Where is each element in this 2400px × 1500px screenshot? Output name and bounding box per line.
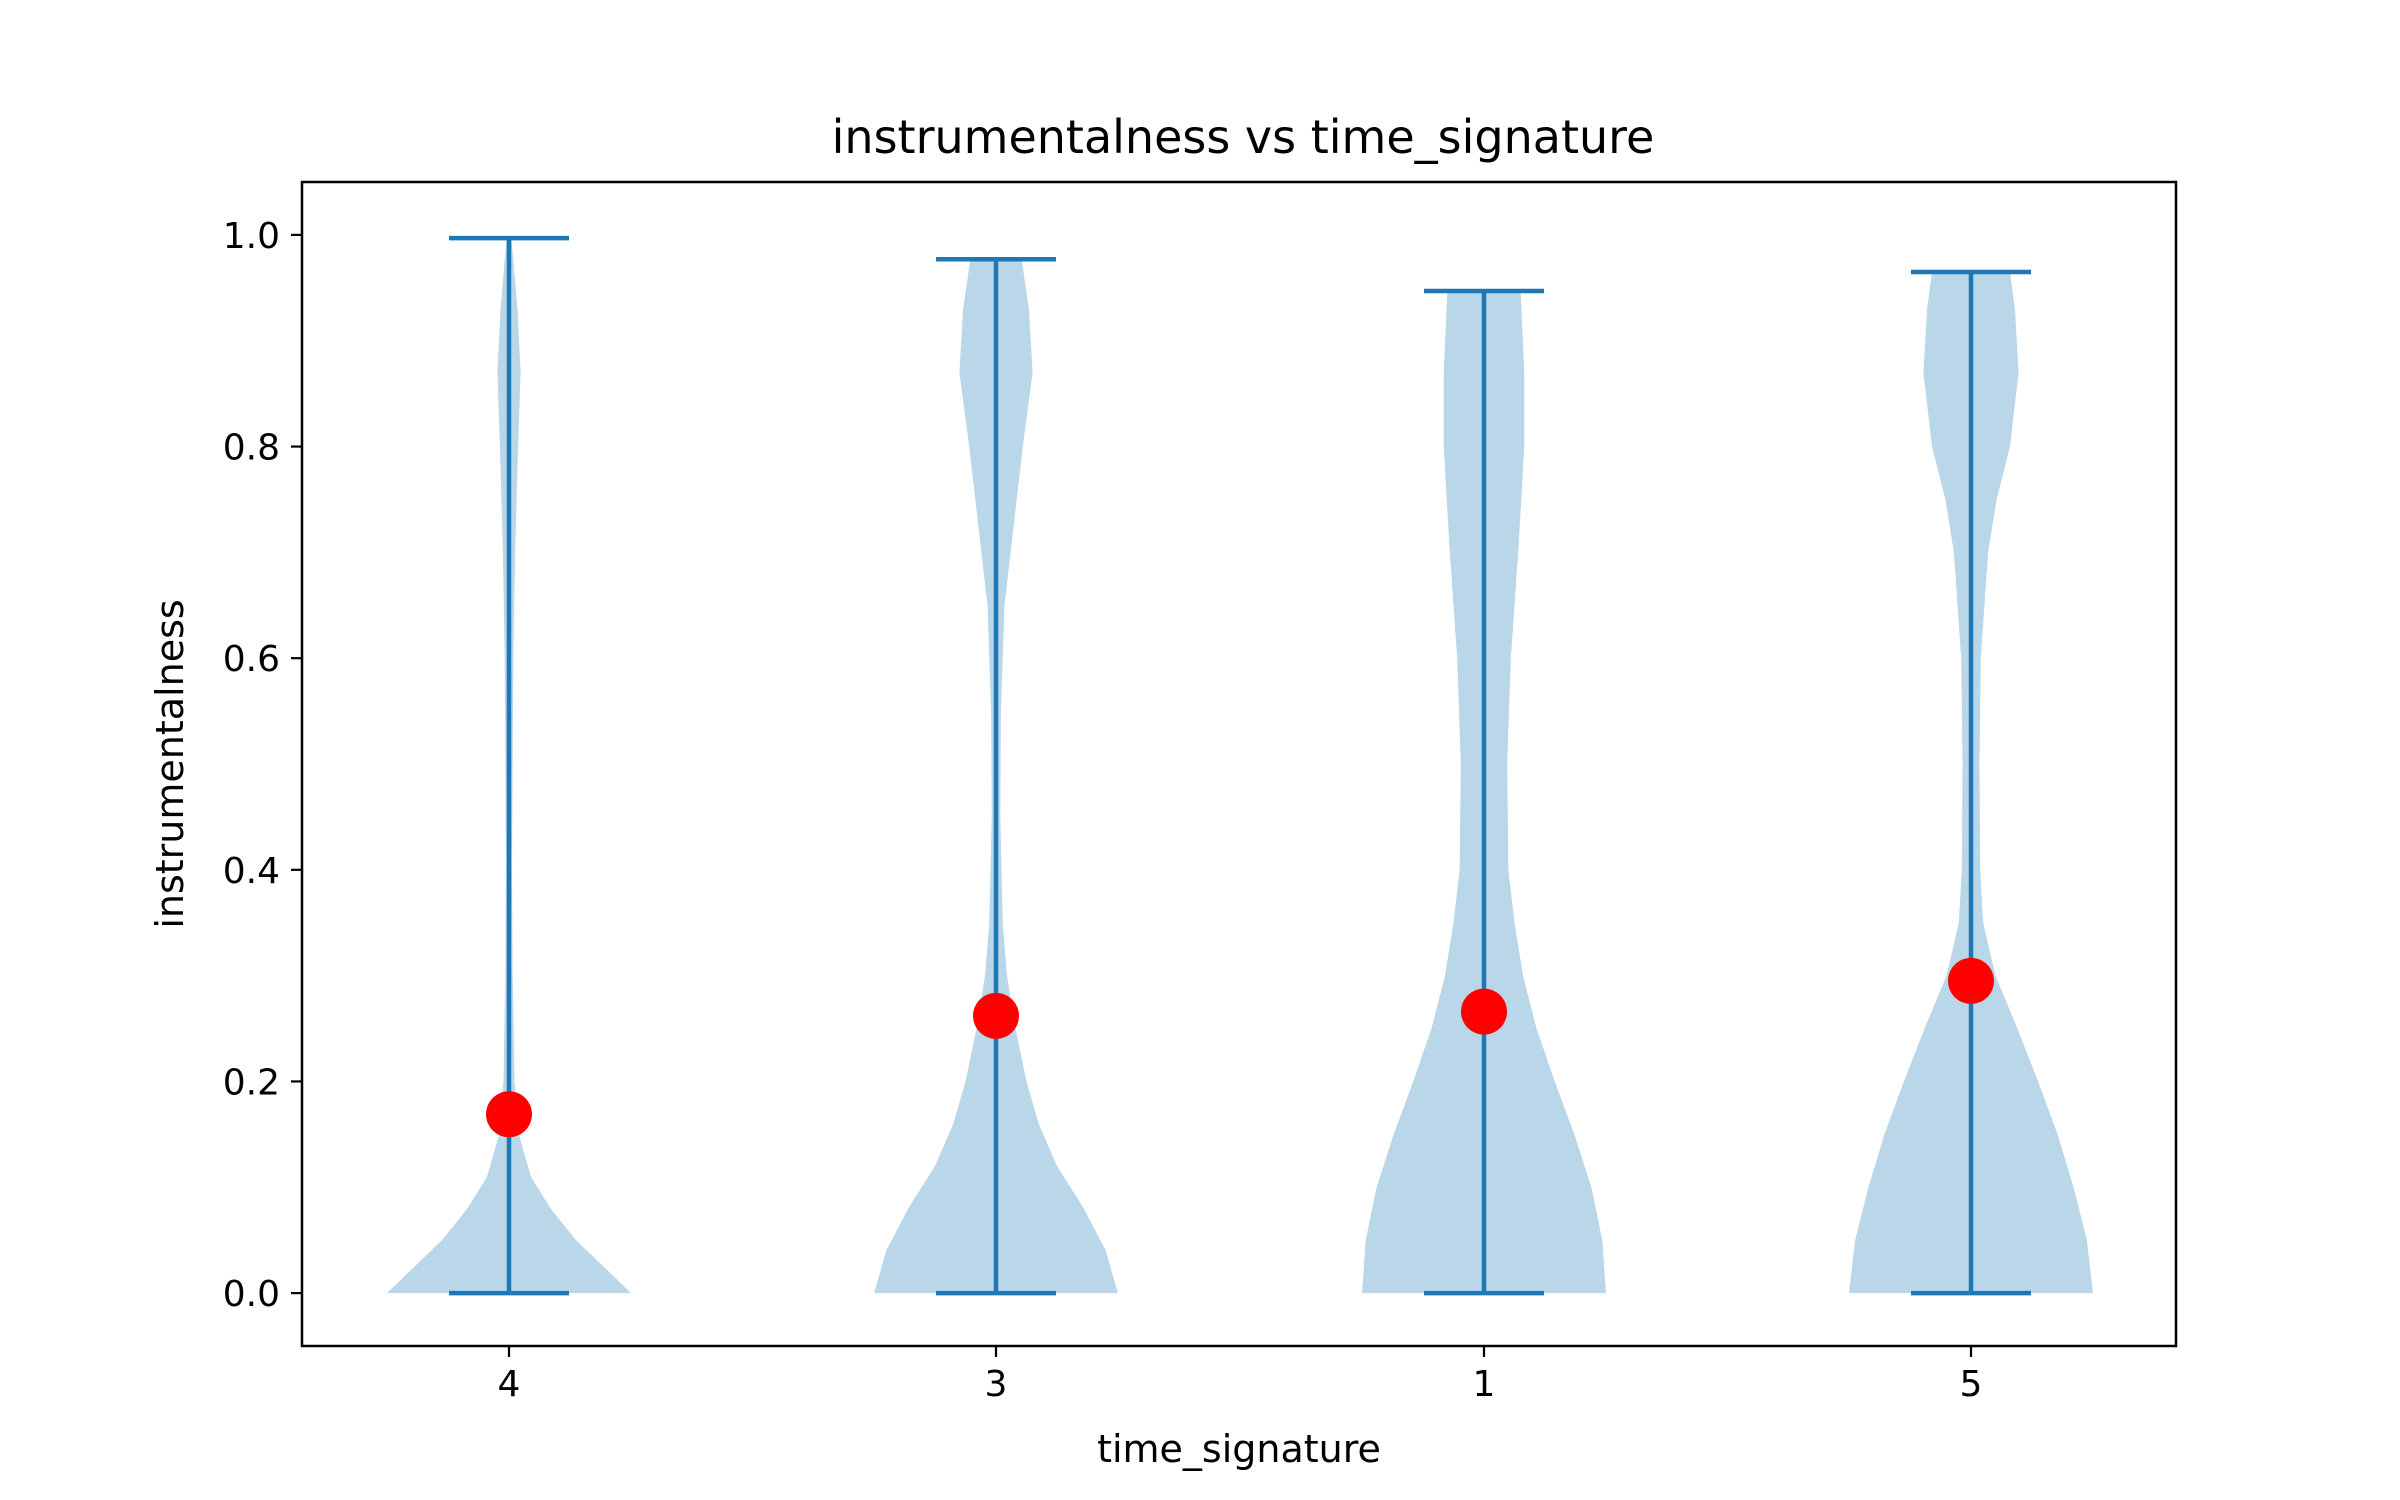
y-tick-label-0: 0.0 (223, 1274, 280, 1315)
y-tick-label-5: 1.0 (223, 216, 280, 257)
y-axis: 0.0 0.2 0.4 0.6 0.8 1.0 (223, 216, 302, 1315)
chart-title: instrumentalness vs time_signature (832, 110, 1655, 164)
y-tick-label-3: 0.6 (223, 639, 280, 680)
mean-marker-3 (973, 992, 1019, 1039)
violin-group (387, 235, 2093, 1296)
mean-marker-5 (1948, 957, 1994, 1004)
x-tick-label-5: 5 (1960, 1364, 1983, 1405)
y-tick-label-2: 0.4 (223, 851, 280, 892)
plot-frame (300, 180, 2178, 1348)
mean-marker-4 (486, 1091, 532, 1138)
x-tick-label-4: 4 (498, 1364, 521, 1405)
y-tick-label-1: 0.2 (223, 1062, 280, 1103)
y-tick-label-4: 0.8 (223, 428, 280, 469)
x-tick-label-1: 1 (1473, 1364, 1496, 1405)
mean-marker-1 (1461, 988, 1507, 1035)
mean-marker-group (486, 957, 1994, 1138)
x-tick-label-3: 3 (985, 1364, 1008, 1405)
y-axis-label: instrumentalness (148, 599, 192, 928)
x-axis-label: time_signature (1097, 1427, 1381, 1471)
x-axis: 4 3 1 5 (498, 1346, 1983, 1405)
